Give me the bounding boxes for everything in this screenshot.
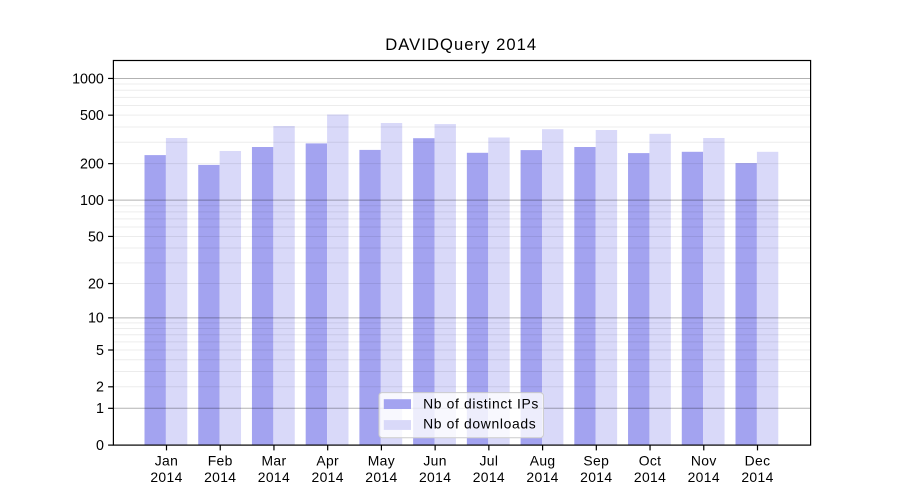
svg-text:2014: 2014	[204, 469, 236, 485]
svg-text:2014: 2014	[419, 469, 451, 485]
svg-text:2: 2	[96, 380, 104, 396]
svg-text:Feb: Feb	[208, 452, 233, 468]
svg-text:2014: 2014	[258, 469, 290, 485]
svg-text:Apr: Apr	[316, 452, 339, 468]
svg-text:2014: 2014	[526, 469, 558, 485]
svg-text:Nov: Nov	[691, 452, 717, 468]
svg-text:Oct: Oct	[639, 452, 662, 468]
svg-text:May: May	[368, 452, 395, 468]
svg-text:Jan: Jan	[155, 452, 178, 468]
svg-text:Aug: Aug	[530, 452, 556, 468]
svg-text:2014: 2014	[741, 469, 773, 485]
svg-text:100: 100	[80, 193, 104, 209]
svg-text:10: 10	[88, 311, 104, 327]
svg-text:200: 200	[80, 157, 104, 173]
svg-text:2014: 2014	[312, 469, 344, 485]
svg-text:Mar: Mar	[261, 452, 286, 468]
svg-text:20: 20	[88, 276, 104, 292]
svg-text:0: 0	[96, 438, 104, 454]
svg-text:Sep: Sep	[583, 452, 609, 468]
svg-text:Nb of distinct IPs: Nb of distinct IPs	[423, 396, 539, 412]
svg-text:2014: 2014	[688, 469, 720, 485]
svg-text:Jun: Jun	[423, 452, 446, 468]
svg-text:DAVIDQuery 2014: DAVIDQuery 2014	[385, 35, 537, 54]
svg-text:2014: 2014	[150, 469, 182, 485]
svg-text:1: 1	[96, 401, 104, 417]
svg-text:500: 500	[80, 108, 104, 124]
svg-text:Dec: Dec	[745, 452, 771, 468]
svg-text:2014: 2014	[473, 469, 505, 485]
svg-text:1000: 1000	[72, 71, 104, 87]
svg-text:Nb of downloads: Nb of downloads	[423, 416, 536, 432]
svg-text:2014: 2014	[365, 469, 397, 485]
svg-text:2014: 2014	[580, 469, 612, 485]
svg-text:Jul: Jul	[479, 452, 498, 468]
svg-text:5: 5	[96, 343, 104, 359]
svg-text:2014: 2014	[634, 469, 666, 485]
svg-text:50: 50	[88, 229, 104, 245]
